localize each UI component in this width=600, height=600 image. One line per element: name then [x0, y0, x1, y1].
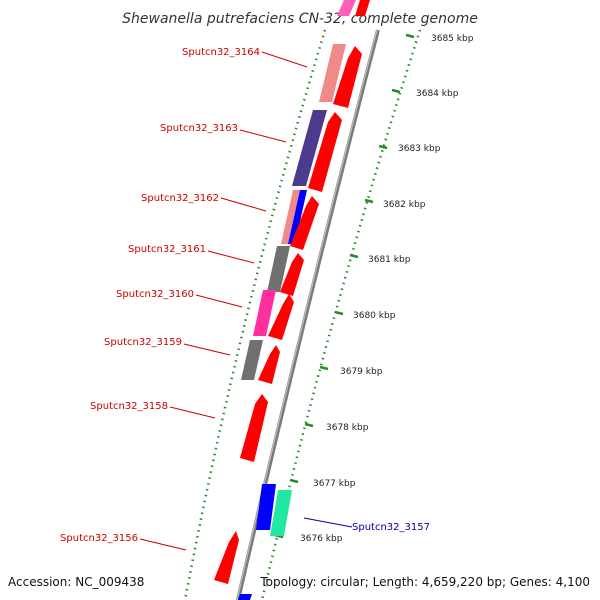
gene-label[interactable]: Sputcn32_3158 — [90, 401, 168, 412]
gene-arrows — [214, 0, 370, 584]
cog-bar — [267, 246, 290, 292]
gene-label[interactable]: Sputcn32_3163 — [160, 123, 238, 134]
gene-label[interactable]: Sputcn32_3157 — [352, 522, 430, 533]
cog-bar — [253, 290, 276, 336]
tick-label-3681: 3681 kbp — [368, 255, 411, 265]
gene-label[interactable]: Sputcn32_3164 — [182, 47, 260, 58]
map-title: Shewanella putrefaciens CN-32, complete … — [122, 11, 478, 27]
cog-bars — [238, 0, 356, 600]
scale-tick-labels: 3685 kbp 3684 kbp 3683 kbp 3682 kbp 3681… — [300, 34, 474, 544]
gene-label[interactable]: Sputcn32_3160 — [116, 289, 194, 300]
cog-bar — [288, 190, 307, 244]
tick-label-3680: 3680 kbp — [353, 311, 396, 321]
gene-arrow — [258, 345, 280, 384]
tick-label-3678: 3678 kbp — [326, 423, 369, 433]
gene-arrow — [308, 112, 342, 192]
cog-bar — [319, 44, 346, 102]
cog-bar — [281, 190, 300, 244]
gene-arrow — [240, 394, 268, 462]
cog-bar — [292, 110, 327, 186]
gene-label[interactable]: Sputcn32_3162 — [141, 193, 219, 204]
tick-label-3679: 3679 kbp — [340, 367, 383, 377]
tick-label-3685: 3685 kbp — [431, 34, 474, 44]
gene-label[interactable]: Sputcn32_3159 — [104, 337, 182, 348]
cog-bar — [337, 0, 356, 16]
cog-bar — [256, 484, 276, 530]
gene-arrow — [290, 196, 319, 250]
cog-bar — [241, 340, 263, 380]
tick-label-3677: 3677 kbp — [313, 479, 356, 489]
gene-arrow — [214, 531, 239, 584]
tick-label-3676: 3676 kbp — [300, 534, 343, 544]
inner-ring — [183, 29, 327, 600]
cog-bar — [238, 594, 252, 600]
gene-arrow — [333, 46, 362, 108]
gene-arrow — [355, 0, 370, 16]
tick-label-3683: 3683 kbp — [398, 144, 441, 154]
cog-bar — [270, 490, 292, 536]
genome-backbone — [236, 29, 380, 600]
tick-label-3682: 3682 kbp — [383, 200, 426, 210]
gene-arrow — [268, 294, 294, 340]
tick-label-3684: 3684 kbp — [416, 89, 459, 99]
gene-label[interactable]: Sputcn32_3156 — [60, 533, 138, 544]
gene-arrow — [280, 253, 304, 296]
accession-text: Accession: NC_009438 — [8, 575, 144, 589]
gene-label[interactable]: Sputcn32_3161 — [128, 244, 206, 255]
gene-labels: Sputcn32_3164 Sputcn32_3163 Sputcn32_316… — [60, 47, 430, 551]
topology-text: Topology: circular; Length: 4,659,220 bp… — [259, 575, 590, 589]
